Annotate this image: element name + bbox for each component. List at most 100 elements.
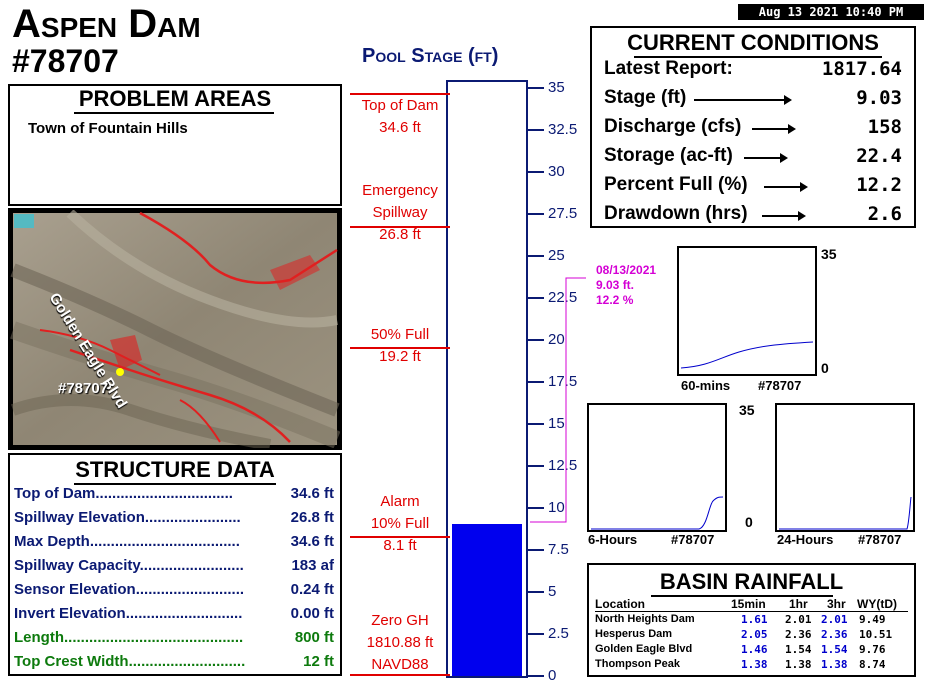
stage-marker-text: 26.8 ft xyxy=(379,226,421,243)
arrow-right-icon xyxy=(762,211,806,221)
rain-location: Hesperus Dam xyxy=(595,628,673,640)
stage-marker-line xyxy=(350,93,450,95)
stage-marker-line xyxy=(350,347,450,349)
chart-6-hours-id: #78707 xyxy=(671,532,715,547)
condition-value: 9.03 xyxy=(856,87,902,109)
rain-1hr: 1.38 xyxy=(785,658,812,671)
chart-6-hours xyxy=(587,403,727,532)
stage-tick-label: 22.5 xyxy=(548,289,578,306)
structure-data-label: Length..................................… xyxy=(14,629,244,646)
stage-marker-label: Zero GH 1810.88 ft NAVD88 xyxy=(350,610,450,676)
stage-marker-text: Spillway xyxy=(372,204,428,221)
stage-marker-label: Top of Dam 34.6 ft xyxy=(350,95,450,139)
rain-15min: 2.05 xyxy=(741,628,768,641)
stage-marker-text: 50% Full xyxy=(370,326,430,343)
rain-15min: 1.61 xyxy=(741,613,768,626)
structure-data-row: Spillway Capacity.......................… xyxy=(14,557,334,577)
stage-tick-label: 2.5 xyxy=(548,625,569,642)
stage-marker-text: Top of Dam xyxy=(361,97,439,114)
dam-id-title: #78707 xyxy=(12,43,119,79)
rain-wy: 9.76 xyxy=(859,643,886,656)
rain-header-1hr: 1hr xyxy=(789,597,808,611)
stage-marker-text: 10% Full xyxy=(370,515,430,532)
structure-data-row: Sensor Elevation........................… xyxy=(14,581,334,601)
stage-tick xyxy=(528,633,544,635)
condition-label: Stage (ft) xyxy=(604,87,687,108)
rain-location: North Heights Dam xyxy=(595,613,695,625)
pool-stage-fill xyxy=(452,524,522,676)
arrow-right-icon xyxy=(764,182,808,192)
rain-header-divider xyxy=(595,611,908,612)
rain-3hr: 1.38 xyxy=(821,658,848,671)
rain-3hr: 2.36 xyxy=(821,628,848,641)
stage-tick xyxy=(528,87,544,89)
current-conditions-title: CURRENT CONDITIONS xyxy=(627,30,879,55)
rain-location: Golden Eagle Blvd xyxy=(595,643,693,655)
structure-data-label: Sensor Elevation........................… xyxy=(14,581,245,598)
stage-marker-text: Alarm xyxy=(380,493,420,510)
rain-15min: 1.46 xyxy=(741,643,768,656)
structure-data-label: Max Depth...............................… xyxy=(14,533,240,550)
stage-tick xyxy=(528,339,544,341)
structure-data-value: 800 ft xyxy=(294,629,334,646)
stage-tick-label: 32.5 xyxy=(548,121,578,138)
stage-tick xyxy=(528,591,544,593)
basin-rainfall-panel: BASIN RAINFALL Location 15min 1hr 3hr WY… xyxy=(587,563,916,677)
rain-wy: 8.74 xyxy=(859,658,886,671)
structure-data-row: Max Depth...............................… xyxy=(14,533,334,553)
chart-60-mins-ymax: 35 xyxy=(821,246,837,262)
chart-24-hours-line xyxy=(779,496,912,530)
stage-tick-label: 0 xyxy=(548,667,557,684)
timestamp: Aug 13 2021 10:40 PM xyxy=(738,4,924,20)
rain-header-location: Location xyxy=(595,597,645,611)
stage-marker-text: Zero GH xyxy=(371,612,429,629)
stage-tick-label: 20 xyxy=(548,331,565,348)
stage-tick-label: 7.5 xyxy=(548,541,569,558)
problem-areas-underline xyxy=(74,112,274,114)
stage-marker-text: 1810.88 ft xyxy=(366,634,434,651)
arrow-right-icon xyxy=(752,124,796,134)
stage-annotation: 08/13/2021 9.03 ft. 12.2 % xyxy=(596,263,656,308)
stage-tick xyxy=(528,129,544,131)
annotation-stage: 9.03 ft. xyxy=(596,278,635,292)
site-marker xyxy=(116,368,124,376)
rain-1hr: 1.54 xyxy=(785,643,812,656)
stage-tick xyxy=(528,171,544,173)
condition-value: 2.6 xyxy=(867,203,902,225)
rain-header-15min: 15min xyxy=(731,597,766,611)
problem-areas-panel: PROBLEM AREAS Town of Fountain Hills xyxy=(8,84,342,206)
rain-wy: 9.49 xyxy=(859,613,886,626)
structure-data-panel: STRUCTURE DATA Top of Dam...............… xyxy=(8,453,342,676)
chart-24-hours-id: #78707 xyxy=(858,532,902,547)
arrow-right-icon xyxy=(744,153,788,163)
rain-3hr: 1.54 xyxy=(821,643,848,656)
stage-tick xyxy=(528,381,544,383)
chart-24-hours xyxy=(775,403,915,532)
current-conditions-panel: CURRENT CONDITIONS Latest Report: 1817.64… xyxy=(590,26,916,228)
stage-marker-label: 50% Full 19.2 ft xyxy=(350,324,450,368)
chart-60-mins-label: 60-mins xyxy=(681,378,731,393)
structure-data-row: Top Crest Width.........................… xyxy=(14,653,334,673)
condition-label: Discharge (cfs) xyxy=(604,116,742,137)
stage-tick xyxy=(528,423,544,425)
rain-1hr: 2.36 xyxy=(785,628,812,641)
problem-areas-text: Town of Fountain Hills xyxy=(28,120,188,137)
structure-data-row: Invert Elevation........................… xyxy=(14,605,334,625)
structure-data-label: Top Crest Width.........................… xyxy=(14,653,246,670)
rain-location: Thompson Peak xyxy=(595,658,680,670)
stage-annotation-line xyxy=(530,277,586,523)
dam-name-title: Aspen Dam xyxy=(12,2,201,46)
arrow-right-icon xyxy=(694,95,792,105)
stage-tick-label: 5 xyxy=(548,583,557,600)
structure-data-value: 34.6 ft xyxy=(290,485,334,502)
structure-data-row: Length..................................… xyxy=(14,629,334,649)
stage-marker-label: Alarm 10% Full 8.1 ft xyxy=(350,491,450,557)
chart-24-hours-label: 24-Hours xyxy=(777,532,834,547)
rain-header-wy: WY(tD) xyxy=(857,597,897,611)
stage-tick-label: 12.5 xyxy=(548,457,578,474)
rain-wy: 10.51 xyxy=(859,628,893,641)
chart-6-hours-label: 6-Hours xyxy=(588,532,638,547)
condition-value: 12.2 xyxy=(856,174,902,196)
basin-rainfall-title: BASIN RAINFALL xyxy=(659,569,844,594)
stage-tick xyxy=(528,297,544,299)
